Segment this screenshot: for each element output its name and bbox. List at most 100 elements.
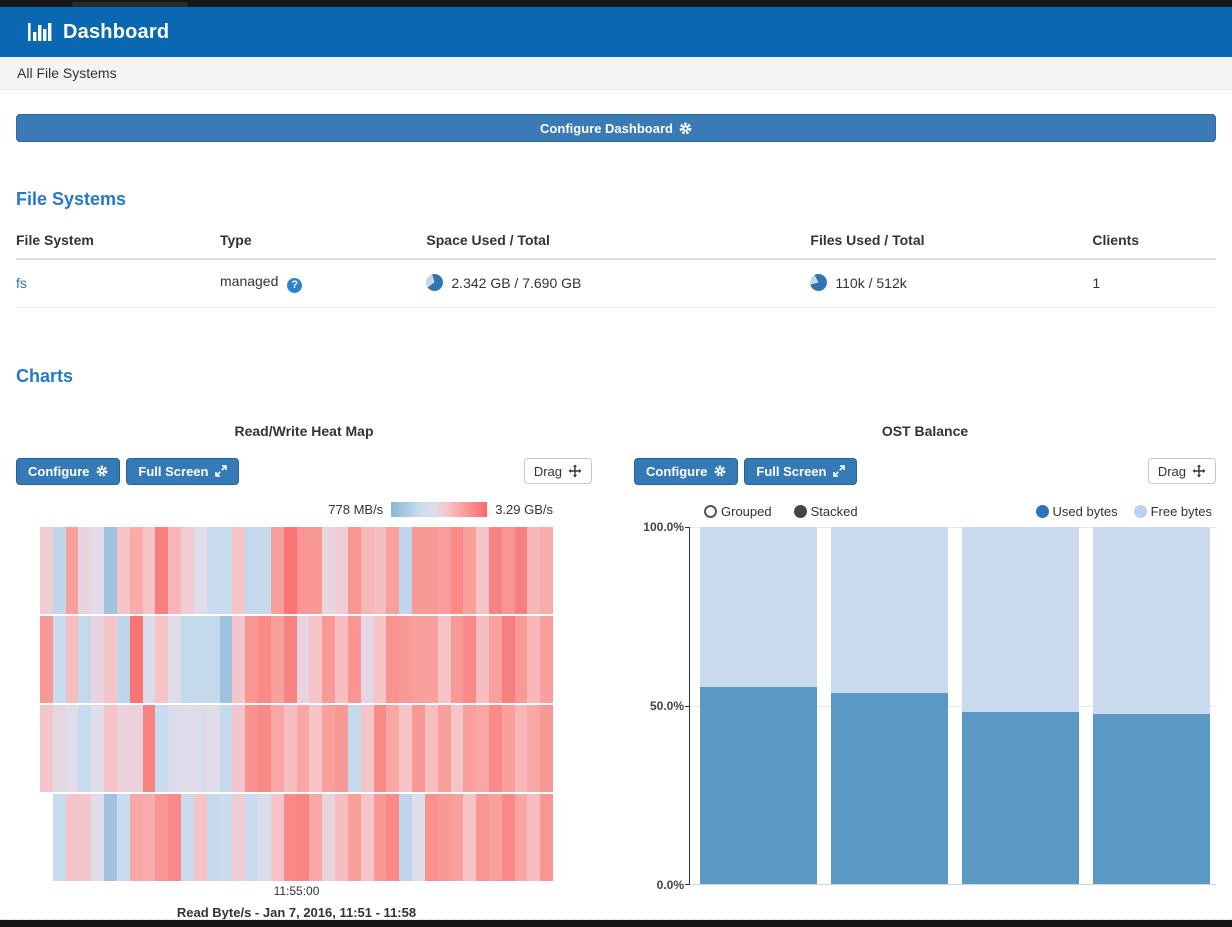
heatmap-cell[interactable] — [104, 615, 117, 703]
heatmap-cell[interactable] — [386, 704, 400, 792]
heatmap-cell[interactable] — [219, 615, 233, 703]
free-bytes-segment[interactable] — [1093, 526, 1210, 715]
heatmap-cell[interactable] — [514, 704, 528, 792]
used-bytes-segment[interactable] — [962, 711, 1079, 885]
heatmap-cell[interactable] — [155, 793, 169, 881]
heatmap-cell[interactable] — [476, 526, 489, 614]
heatmap-cell[interactable] — [258, 526, 271, 614]
heatmap-cell[interactable] — [232, 704, 246, 792]
heatmap-cell[interactable] — [181, 615, 194, 703]
heatmap-cell[interactable] — [360, 793, 374, 881]
ost-bar[interactable] — [1093, 526, 1210, 885]
heatmap-cell[interactable] — [386, 793, 400, 881]
heatmap-cell[interactable] — [399, 793, 413, 881]
heatmap-cell[interactable] — [129, 526, 143, 614]
heatmap-cell[interactable] — [91, 526, 105, 614]
used-bytes-segment[interactable] — [700, 686, 817, 885]
heatmap-cell[interactable] — [52, 704, 66, 792]
heatmap-cell[interactable] — [488, 793, 502, 881]
heatmap-cell[interactable] — [206, 615, 220, 703]
heatmap-cell[interactable] — [104, 704, 117, 792]
heatmap-cell[interactable] — [373, 704, 387, 792]
ost-bar[interactable] — [831, 526, 948, 885]
ost-configure-button[interactable]: Configure — [634, 457, 739, 485]
heatmap-cell[interactable] — [309, 793, 323, 881]
heatmap-cell[interactable] — [168, 793, 182, 881]
heatmap-cell[interactable] — [181, 704, 194, 792]
heatmap-cell[interactable] — [450, 793, 464, 881]
stacked-radio[interactable]: Stacked — [793, 504, 858, 519]
heatmap-cell[interactable] — [412, 704, 425, 792]
heatmap-cell[interactable] — [335, 793, 348, 881]
heatmap-cell[interactable] — [258, 793, 271, 881]
breadcrumb-item[interactable]: All File Systems — [17, 65, 117, 81]
heatmap-cell[interactable] — [142, 615, 156, 703]
heatmap-cell[interactable] — [52, 615, 66, 703]
heatmap-cell[interactable] — [258, 704, 271, 792]
heatmap-cell[interactable] — [412, 615, 425, 703]
heatmap-cell[interactable] — [335, 526, 348, 614]
legend-free-bytes[interactable]: Free bytes — [1133, 504, 1212, 519]
heatmap-cell[interactable] — [258, 615, 271, 703]
heatmap-cell[interactable] — [322, 526, 336, 614]
heatmap-cell[interactable] — [540, 793, 554, 881]
heatmap-cell[interactable] — [142, 526, 156, 614]
heatmap-cell[interactable] — [232, 615, 246, 703]
heatmap-cell[interactable] — [450, 526, 464, 614]
heatmap-cell[interactable] — [40, 526, 53, 614]
heatmap-cell[interactable] — [52, 793, 66, 881]
heatmap-cell[interactable] — [181, 793, 194, 881]
heatmap-cell[interactable] — [129, 793, 143, 881]
heatmap-cell[interactable] — [91, 793, 105, 881]
heatmap-cell[interactable] — [527, 704, 541, 792]
heatmap-cell[interactable] — [386, 526, 400, 614]
heatmap-cell[interactable] — [399, 526, 413, 614]
heatmap-cell[interactable] — [193, 526, 207, 614]
heatmap-cell[interactable] — [91, 615, 105, 703]
heatmap-cell[interactable] — [206, 704, 220, 792]
heatmap-cell[interactable] — [155, 704, 169, 792]
free-bytes-segment[interactable] — [700, 526, 817, 687]
heatmap-cell[interactable] — [116, 615, 130, 703]
heatmap-cell[interactable] — [412, 793, 425, 881]
heatmap-cell[interactable] — [322, 704, 336, 792]
heatmap-cell[interactable] — [116, 526, 130, 614]
heatmap-cell[interactable] — [296, 526, 310, 614]
heatmap-cell[interactable] — [424, 793, 438, 881]
heatmap-cell[interactable] — [488, 704, 502, 792]
heatmap-cell[interactable] — [424, 526, 438, 614]
heatmap-cell[interactable] — [373, 526, 387, 614]
used-bytes-segment[interactable] — [1093, 714, 1210, 885]
heatmap-cell[interactable] — [322, 793, 336, 881]
heatmap-cell[interactable] — [309, 704, 323, 792]
heatmap-cell[interactable] — [501, 615, 515, 703]
used-bytes-segment[interactable] — [831, 692, 948, 885]
heatmap-cell[interactable] — [386, 615, 400, 703]
heatmap-drag-handle[interactable]: Drag — [523, 458, 592, 484]
heatmap-cell[interactable] — [514, 615, 528, 703]
heatmap-cell[interactable] — [168, 615, 182, 703]
heatmap-cell[interactable] — [296, 615, 310, 703]
heatmap-cell[interactable] — [245, 704, 259, 792]
heatmap-cell[interactable] — [437, 704, 451, 792]
heatmap-cell[interactable] — [245, 793, 259, 881]
heatmap-cell[interactable] — [219, 793, 233, 881]
heatmap-cell[interactable] — [360, 615, 374, 703]
heatmap-cell[interactable] — [514, 526, 528, 614]
grouped-radio[interactable]: Grouped — [704, 504, 772, 519]
heatmap-cell[interactable] — [360, 526, 374, 614]
free-bytes-segment[interactable] — [831, 526, 948, 693]
heatmap-cell[interactable] — [514, 793, 528, 881]
legend-used-bytes[interactable]: Used bytes — [1035, 504, 1118, 519]
heatmap-cell[interactable] — [206, 793, 220, 881]
heatmap-cell[interactable] — [129, 704, 143, 792]
heatmap-cell[interactable] — [219, 704, 233, 792]
ost-drag-handle[interactable]: Drag — [1147, 458, 1216, 484]
heatmap-fullscreen-button[interactable]: Full Screen — [126, 457, 240, 485]
heatmap-cell[interactable] — [450, 704, 464, 792]
heatmap-cell[interactable] — [437, 793, 451, 881]
heatmap-cell[interactable] — [501, 793, 515, 881]
heatmap-cell[interactable] — [476, 704, 489, 792]
heatmap-cell[interactable] — [476, 793, 489, 881]
heatmap-cell[interactable] — [463, 615, 477, 703]
